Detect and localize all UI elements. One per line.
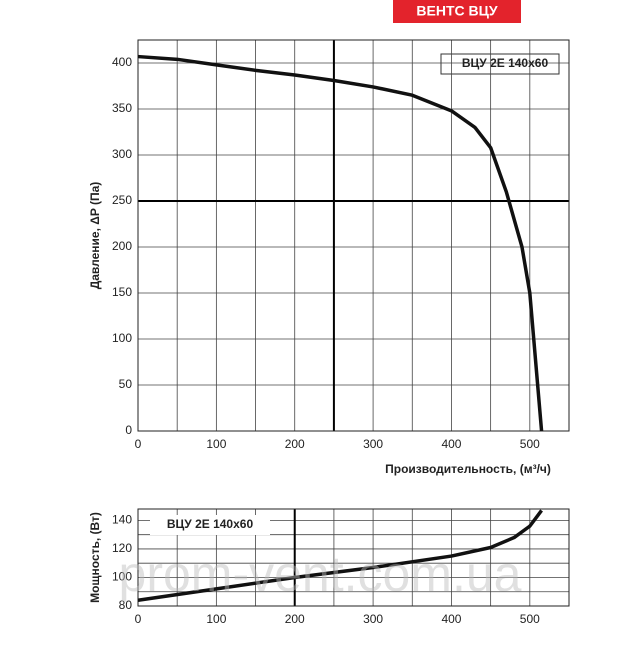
x-tick-label: 100: [206, 612, 226, 626]
y-tick-label: 0: [125, 423, 132, 437]
y-tick-label: 120: [112, 541, 132, 555]
x-tick-label: 300: [363, 437, 383, 451]
y-tick-label: 300: [112, 147, 132, 161]
y-tick-label: 150: [112, 285, 132, 299]
x-tick-label: 100: [206, 437, 226, 451]
x-tick-label: 200: [285, 612, 305, 626]
x-tick-label: 0: [135, 437, 142, 451]
y-axis-label: Мощность, (Вт): [88, 512, 102, 603]
data-line: [137, 54, 544, 432]
x-tick-label: 400: [441, 437, 461, 451]
y-tick-label: 80: [119, 598, 133, 612]
annotation-box: [150, 515, 270, 535]
x-tick-label: 0: [135, 612, 142, 626]
y-axis-label: Давление, ΔP (Па): [88, 182, 102, 290]
plot-frame: [137, 508, 570, 607]
y-tick-label: 50: [119, 377, 133, 391]
x-tick-label: 500: [520, 437, 540, 451]
y-tick-label: 400: [112, 55, 132, 69]
watermark: prom-vent.com.ua: [119, 546, 522, 602]
plot-frame: [137, 39, 570, 432]
annotation: ВЦУ 2Е 140х60: [462, 56, 549, 70]
x-tick-label: 200: [285, 437, 305, 451]
y-tick-label: 350: [112, 101, 132, 115]
x-axis-label: Производительность, (м³/ч): [385, 462, 551, 476]
y-tick-label: 100: [112, 570, 132, 584]
y-tick-label: 100: [112, 331, 132, 345]
header: ВЕНТС ВЦУ: [416, 3, 497, 19]
x-tick-label: 500: [520, 612, 540, 626]
annotation: ВЦУ 2Е 140х60: [167, 517, 254, 531]
x-tick-label: 300: [363, 612, 383, 626]
y-tick-label: 250: [112, 193, 132, 207]
data-line: [137, 509, 543, 603]
header-box: [393, 0, 521, 23]
y-tick-label: 140: [112, 513, 132, 527]
x-tick-label: 400: [441, 612, 461, 626]
y-tick-label: 200: [112, 239, 132, 253]
